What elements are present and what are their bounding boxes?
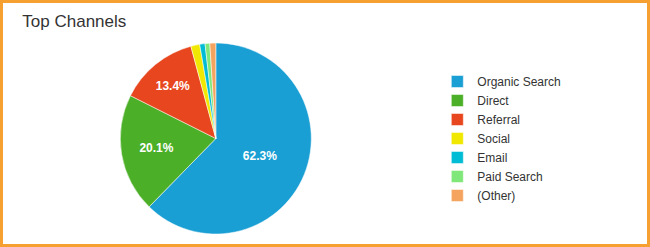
svg-text:Email: Email [477, 151, 507, 165]
svg-text:Top Channels: Top Channels [22, 12, 126, 31]
svg-text:13.4%: 13.4% [156, 79, 190, 93]
svg-text:20.1%: 20.1% [139, 141, 173, 155]
svg-text:(Other): (Other) [477, 189, 515, 203]
svg-text:Paid Search: Paid Search [477, 170, 542, 184]
svg-text:Referral: Referral [477, 113, 520, 127]
svg-text:62.3%: 62.3% [243, 149, 277, 163]
svg-text:Social: Social [477, 132, 510, 146]
svg-text:Organic Search: Organic Search [477, 75, 560, 89]
svg-text:Direct: Direct [477, 94, 509, 108]
